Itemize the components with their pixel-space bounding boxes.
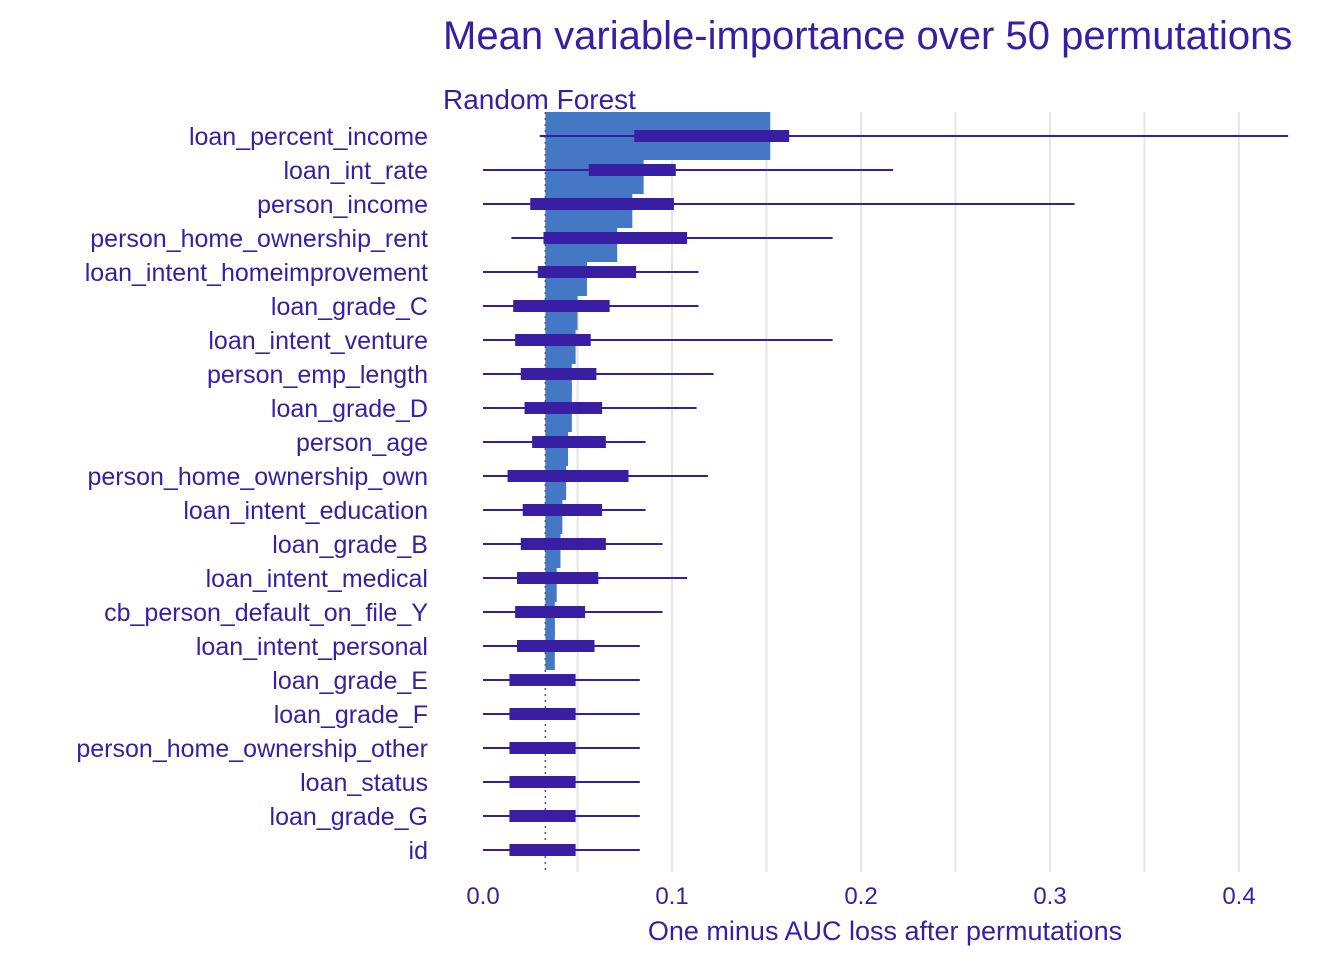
x-tick-label: 0.0 (466, 883, 499, 910)
box-person_age (532, 436, 606, 448)
bars-layer (545, 112, 771, 670)
y-label-person_income: person_income (257, 191, 428, 219)
y-label-loan_grade_D: loan_grade_D (271, 395, 428, 423)
y-label-id: id (409, 837, 428, 865)
box-loan_grade_B (520, 538, 606, 550)
y-label-loan_status: loan_status (300, 769, 428, 797)
y-label-loan_grade_E: loan_grade_E (272, 667, 428, 695)
y-label-loan_grade_B: loan_grade_B (272, 531, 428, 559)
x-axis-ticks: 0.0 0.1 0.2 0.3 0.4 (466, 883, 1255, 910)
box-id (509, 844, 576, 856)
box-person_home_ownership_rent (543, 232, 688, 244)
box-loan_status (509, 776, 576, 788)
box-person_income (530, 198, 674, 210)
chart-subtitle: Random Forest (443, 84, 636, 115)
y-label-loan_intent_medical: loan_intent_medical (206, 565, 428, 593)
box-loan_grade_F (509, 708, 576, 720)
box-loan_intent_education (522, 504, 603, 516)
y-label-loan_intent_education: loan_intent_education (183, 497, 428, 525)
y-label-loan_int_rate: loan_int_rate (283, 157, 428, 185)
box-loan_grade_E (509, 674, 576, 686)
box-loan_grade_D (524, 402, 603, 414)
y-label-loan_grade_F: loan_grade_F (274, 701, 428, 729)
y-label-loan_percent_income: loan_percent_income (189, 123, 428, 151)
y-label-cb_person_default_on_file_Y: cb_person_default_on_file_Y (104, 599, 428, 627)
y-label-person_emp_length: person_emp_length (207, 361, 428, 389)
boxplots-layer (483, 130, 1289, 856)
x-tick-label: 0.4 (1222, 883, 1255, 910)
x-axis-title: One minus AUC loss after permutations (648, 916, 1122, 946)
box-person_emp_length (520, 368, 597, 380)
y-label-person_home_ownership_own: person_home_ownership_own (87, 463, 428, 491)
y-label-loan_intent_venture: loan_intent_venture (208, 327, 428, 355)
box-cb_person_default_on_file_Y (515, 606, 586, 618)
box-loan_grade_G (509, 810, 576, 822)
box-loan_percent_income (634, 130, 790, 142)
chart-title: Mean variable-importance over 50 permuta… (443, 14, 1293, 58)
box-loan_intent_homeimprovement (537, 266, 637, 278)
x-tick-label: 0.2 (844, 883, 877, 910)
y-axis-labels: loan_percent_income loan_int_rate person_i… (76, 123, 428, 865)
y-label-person_age: person_age (296, 429, 428, 457)
y-label-person_home_ownership_other: person_home_ownership_other (76, 735, 428, 763)
box-loan_intent_personal (517, 640, 595, 652)
y-label-loan_intent_homeimprovement: loan_intent_homeimprovement (85, 259, 428, 287)
box-loan_grade_C (513, 300, 610, 312)
box-person_home_ownership_other (509, 742, 576, 754)
box-person_home_ownership_own (507, 470, 629, 482)
box-loan_intent_medical (517, 572, 599, 584)
box-loan_int_rate (588, 164, 676, 176)
y-label-loan_grade_G: loan_grade_G (270, 803, 428, 831)
y-label-person_home_ownership_rent: person_home_ownership_rent (90, 225, 428, 253)
x-tick-label: 0.1 (655, 883, 688, 910)
y-label-loan_intent_personal: loan_intent_personal (196, 633, 428, 661)
box-loan_intent_venture (515, 334, 591, 346)
y-label-loan_grade_C: loan_grade_C (271, 293, 428, 321)
x-tick-label: 0.3 (1033, 883, 1066, 910)
grid-lines (576, 112, 1240, 872)
